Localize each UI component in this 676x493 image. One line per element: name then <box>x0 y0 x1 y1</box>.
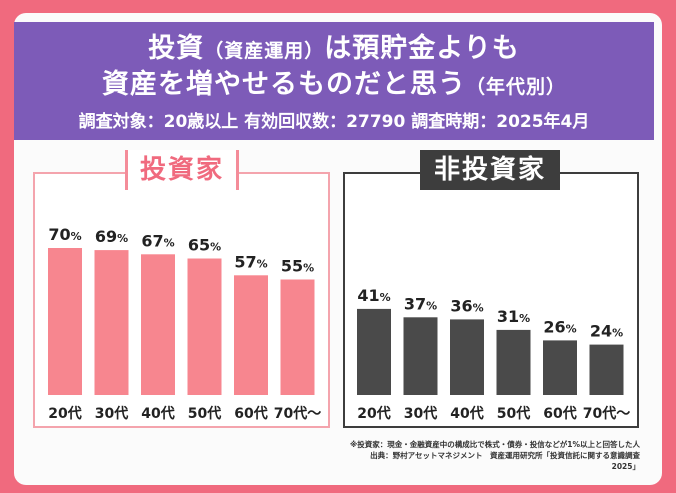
investor-category-label: 20代 <box>48 405 81 422</box>
non-investor-value-label: 41% <box>357 286 390 305</box>
title-part-small: （年代別） <box>465 76 566 98</box>
title-part: は預貯金よりも <box>324 33 520 64</box>
investor-bar <box>187 258 222 395</box>
non-investor-category-label: 40代 <box>450 405 483 422</box>
investor-bar <box>94 250 129 395</box>
footnote-line-1: ※投資家：現金・金融資産中の構成比で株式・債券・投信などが1%以上と回答した人 <box>349 440 640 449</box>
non-investor-bar <box>496 329 531 395</box>
non-investor-value-label: 31% <box>497 307 530 326</box>
non-investor-category-label: 50代 <box>497 405 530 422</box>
non-investor-bar <box>403 317 438 395</box>
non-investor-value-label: 36% <box>450 296 483 315</box>
investor-value-label: 57% <box>234 252 267 271</box>
non-investor-bar <box>357 308 391 395</box>
survey-info: 調査対象：20歳以上 有効回収数：27790 調査時期：2025年4月 <box>78 112 590 132</box>
investor-value-label: 67% <box>141 231 174 250</box>
title-line-2: 資産を増やせるものだと思う（年代別） <box>14 68 654 104</box>
non-investor-value-label: 26% <box>543 317 576 336</box>
investor-value-label: 70% <box>48 225 81 244</box>
investor-value-label: 65% <box>188 236 221 255</box>
investor-bar <box>234 275 268 395</box>
investor-category-label: 30代 <box>95 405 128 422</box>
investor-value-label: 69% <box>95 227 128 246</box>
non-investor-label: 非投資家 <box>420 150 560 190</box>
investor-label: 投資家 <box>125 150 239 190</box>
non-investor-category-label: 20代 <box>357 405 390 422</box>
non-investor-category-label: 30代 <box>404 405 437 422</box>
non-investor-bar <box>543 340 577 395</box>
chart-header: 投資（資産運用）は預貯金よりも 資産を増やせるものだと思う（年代別） 調査対象：… <box>14 22 654 140</box>
footnote-line-2: 出典：野村アセットマネジメント 資産運用研究所「投資信託に関する意識調査2025… <box>370 451 640 471</box>
investor-category-label: 60代 <box>234 405 267 422</box>
non-investor-bar <box>589 344 624 395</box>
title-part-small: （資産運用） <box>204 40 325 62</box>
investor-bar <box>280 279 315 395</box>
title-part: 資産を増やせるものだと思う <box>101 69 466 100</box>
investor-bar <box>48 248 82 395</box>
investor-value-label: 55% <box>281 257 314 276</box>
title-line-1: 投資（資産運用）は預貯金よりも <box>14 22 654 68</box>
title-part: 投資 <box>148 33 205 64</box>
investor-category-label: 40代 <box>141 405 174 422</box>
non-investor-value-label: 24% <box>590 322 623 341</box>
non-investor-value-label: 37% <box>404 294 437 313</box>
non-investor-category-label: 70代～ <box>583 405 630 422</box>
non-investor-category-label: 60代 <box>543 405 576 422</box>
investor-bar <box>141 254 175 395</box>
footnote: ※投資家：現金・金融資産中の構成比で株式・債券・投信などが1%以上と回答した人 … <box>346 439 640 472</box>
non-investor-bar <box>450 319 484 395</box>
investor-category-label: 70代～ <box>274 405 321 422</box>
investor-category-label: 50代 <box>188 405 221 422</box>
